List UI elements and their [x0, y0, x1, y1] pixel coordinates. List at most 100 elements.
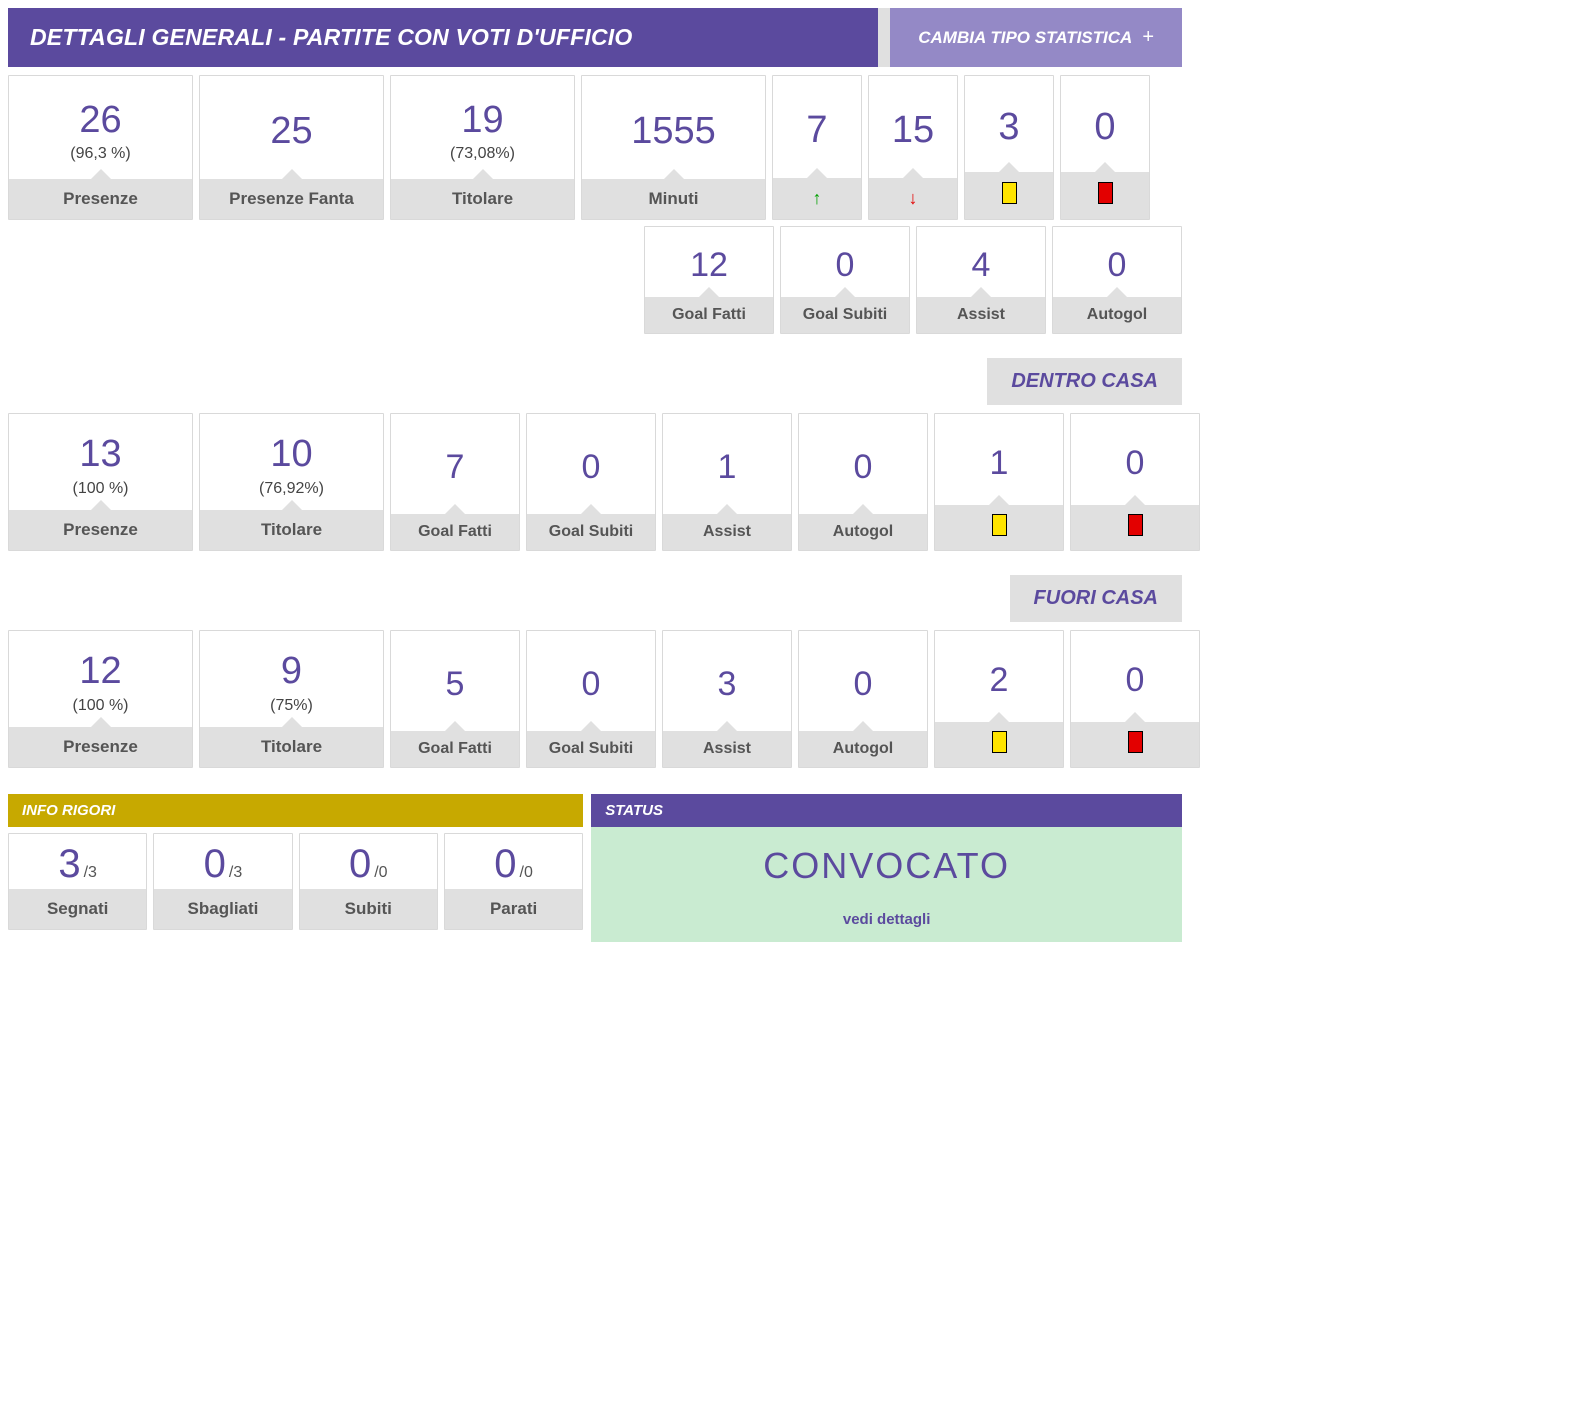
- stat-label: Goal Subiti: [527, 731, 655, 767]
- stat-label: Presenze: [9, 179, 192, 219]
- stat-value: 0: [1108, 247, 1127, 284]
- rigori-value: 0: [204, 842, 226, 887]
- stat-card-titolare: 10 (76,92%) Titolare: [199, 413, 384, 551]
- stat-label: [935, 505, 1063, 550]
- stat-value: 4: [972, 247, 991, 284]
- rigori-card-sbagliati: 0/3 Sbagliati: [153, 833, 292, 930]
- stat-card-goal-fatti: 12 Goal Fatti: [644, 226, 774, 334]
- stat-value: 3: [718, 666, 737, 703]
- stat-label: Titolare: [200, 727, 383, 767]
- stat-card-autogol: 0 Autogol: [798, 413, 928, 551]
- stat-card-red: 0: [1070, 413, 1200, 551]
- stat-label: Titolare: [391, 179, 574, 219]
- stat-label: Assist: [663, 514, 791, 550]
- red-card-icon: [1128, 514, 1143, 536]
- stat-label: Goal Fatti: [391, 514, 519, 550]
- stat-card-presenze: 13 (100 %) Presenze: [8, 413, 193, 551]
- stat-value: 10: [270, 434, 312, 476]
- header-gap: [878, 8, 890, 67]
- stat-label: Goal Subiti: [781, 297, 909, 333]
- status-details-link[interactable]: vedi dettagli: [843, 911, 931, 928]
- stat-value: 9: [281, 651, 302, 693]
- stat-label: [1071, 722, 1199, 767]
- rigori-value: 0: [494, 842, 516, 887]
- stat-sub: (96,3 %): [70, 145, 130, 163]
- stat-label: Goal Fatti: [645, 297, 773, 333]
- rigori-grid: 3/3 Segnati 0/3 Sbagliati 0/0 Subiti 0/0…: [8, 833, 583, 930]
- dentro-casa-stats: 13 (100 %) Presenze 10 (76,92%) Titolare…: [8, 413, 1182, 551]
- rigori-value: 0: [349, 842, 371, 887]
- change-stat-type-label: CAMBIA TIPO STATISTICA: [918, 28, 1132, 48]
- section-tag-label: FUORI CASA: [1010, 575, 1182, 622]
- rigori-value: 3: [58, 842, 80, 887]
- stat-value: 0: [1126, 445, 1145, 482]
- stat-label: Presenze: [9, 510, 192, 550]
- stat-value: 0: [854, 449, 873, 486]
- stat-card-goal-fatti: 7 Goal Fatti: [390, 413, 520, 551]
- stat-value: 13: [79, 434, 121, 476]
- bottom-panels: INFO RIGORI 3/3 Segnati 0/3 Sbagliati 0/…: [8, 794, 1182, 942]
- stat-label: Autogol: [1053, 297, 1181, 333]
- stat-label: Goal Subiti: [527, 514, 655, 550]
- page-title: DETTAGLI GENERALI - PARTITE CON VOTI D'U…: [8, 8, 878, 67]
- stat-sub: (76,92%): [259, 480, 324, 498]
- rigori-denom: /0: [520, 864, 533, 882]
- stat-card-yellow: 1: [934, 413, 1064, 551]
- rigori-label: Segnati: [9, 889, 146, 929]
- stat-value: 25: [270, 111, 312, 153]
- stat-card-minuti: 1555 Minuti: [581, 75, 766, 220]
- stat-card-assist: 1 Assist: [662, 413, 792, 551]
- rigori-title: INFO RIGORI: [8, 794, 583, 827]
- stat-value: 0: [854, 666, 873, 703]
- rigori-label: Sbagliati: [154, 889, 291, 929]
- stat-card-autogol: 0 Autogol: [798, 630, 928, 768]
- stat-card-goal-subiti: 0 Goal Subiti: [526, 413, 656, 551]
- fuori-casa-stats: 12 (100 %) Presenze 9 (75%) Titolare 5 G…: [8, 630, 1182, 768]
- stat-card-red: 0: [1070, 630, 1200, 768]
- stat-value: 2: [990, 662, 1009, 699]
- stat-value: 26: [79, 100, 121, 142]
- stat-value: 0: [836, 247, 855, 284]
- yellow-card-icon: [1002, 182, 1017, 204]
- plus-icon: +: [1142, 26, 1154, 49]
- yellow-card-icon: [992, 514, 1007, 536]
- change-stat-type-button[interactable]: CAMBIA TIPO STATISTICA +: [890, 8, 1182, 67]
- stat-label: [1071, 505, 1199, 550]
- stat-label: Autogol: [799, 514, 927, 550]
- overall-stats-row2: 12 Goal Fatti 0 Goal Subiti 4 Assist 0 A…: [8, 226, 1182, 334]
- arrow-up-icon: ↑: [813, 188, 822, 208]
- rigori-denom: /0: [374, 864, 387, 882]
- stat-card-autogol: 0 Autogol: [1052, 226, 1182, 334]
- stat-card-titolare: 9 (75%) Titolare: [199, 630, 384, 768]
- stat-label: Presenze: [9, 727, 192, 767]
- stat-value: 19: [461, 100, 503, 142]
- stat-label: Assist: [917, 297, 1045, 333]
- stat-value: 1: [990, 445, 1009, 482]
- stat-card-assist: 4 Assist: [916, 226, 1046, 334]
- stat-card-goal-subiti: 0 Goal Subiti: [780, 226, 910, 334]
- stat-value: 0: [1094, 107, 1115, 149]
- stat-label: [1061, 172, 1149, 219]
- stat-card-titolare: 19 (73,08%) Titolare: [390, 75, 575, 220]
- overall-stats-row1: 26 (96,3 %) Presenze 25 Presenze Fanta 1…: [8, 75, 1182, 220]
- stat-value: 15: [892, 110, 934, 152]
- rigori-denom: /3: [229, 864, 242, 882]
- stat-label: [965, 172, 1053, 219]
- stat-card-presenze: 26 (96,3 %) Presenze: [8, 75, 193, 220]
- rigori-label: Subiti: [300, 889, 437, 929]
- red-card-icon: [1128, 731, 1143, 753]
- stat-value: 0: [1126, 662, 1145, 699]
- panel-status: STATUS CONVOCATO vedi dettagli: [591, 794, 1182, 942]
- stat-label: Goal Fatti: [391, 731, 519, 767]
- stat-sub: (100 %): [72, 480, 128, 498]
- stat-card-sub-out: 15 ↓: [868, 75, 958, 220]
- header-bar: DETTAGLI GENERALI - PARTITE CON VOTI D'U…: [8, 8, 1182, 67]
- stat-value: 1555: [631, 111, 716, 153]
- rigori-denom: /3: [84, 864, 97, 882]
- stat-label: ↓: [869, 178, 957, 219]
- red-card-icon: [1098, 182, 1113, 204]
- section-tag-fuori-casa: FUORI CASA: [8, 575, 1182, 622]
- stat-card-goal-fatti: 5 Goal Fatti: [390, 630, 520, 768]
- status-body: CONVOCATO vedi dettagli: [591, 827, 1182, 942]
- stat-sub: (73,08%): [450, 145, 515, 163]
